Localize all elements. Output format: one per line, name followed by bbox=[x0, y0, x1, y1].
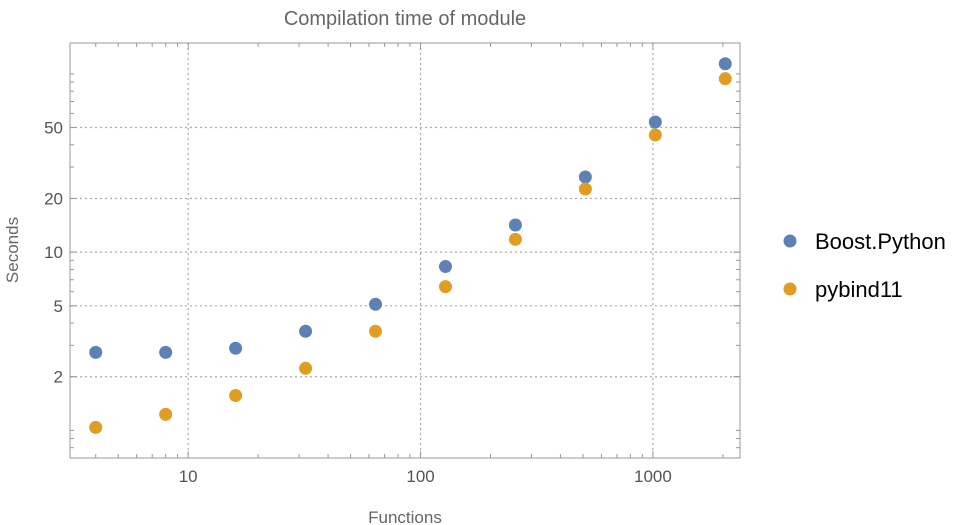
data-point-pybind11 bbox=[438, 280, 452, 294]
grid bbox=[70, 43, 740, 458]
data-point-pybind11 bbox=[578, 182, 592, 196]
data-point-pybind11 bbox=[159, 407, 173, 421]
data-point-boost-python bbox=[508, 218, 522, 232]
legend: Boost.Python pybind11 bbox=[783, 229, 946, 302]
data-point-boost-python bbox=[299, 324, 313, 338]
data-point-pybind11 bbox=[648, 128, 662, 142]
data-point-boost-python bbox=[229, 341, 243, 355]
y-tick-label: 20 bbox=[44, 189, 63, 208]
y-tick-label: 2 bbox=[54, 368, 63, 387]
points bbox=[89, 57, 732, 434]
legend-marker bbox=[783, 282, 797, 296]
data-point-boost-python bbox=[438, 260, 452, 274]
y-tick-label: 10 bbox=[44, 243, 63, 262]
legend-label: Boost.Python bbox=[815, 229, 946, 254]
data-point-boost-python bbox=[718, 57, 732, 71]
data-point-boost-python bbox=[159, 345, 173, 359]
y-tick-label: 5 bbox=[54, 297, 63, 316]
plot-frame bbox=[69, 42, 741, 459]
x-tick-label: 1000 bbox=[634, 467, 672, 486]
chart-title: Compilation time of module bbox=[284, 8, 526, 30]
data-point-pybind11 bbox=[229, 388, 243, 402]
data-point-pybind11 bbox=[89, 420, 103, 434]
data-point-pybind11 bbox=[718, 72, 732, 86]
data-point-boost-python bbox=[369, 297, 383, 311]
x-axis-label: Functions bbox=[368, 508, 442, 525]
legend-label: pybind11 bbox=[815, 277, 903, 302]
data-point-boost-python bbox=[648, 115, 662, 129]
legend-marker bbox=[783, 234, 797, 248]
data-point-pybind11 bbox=[369, 324, 383, 338]
x-tick-label: 100 bbox=[406, 467, 434, 486]
data-point-pybind11 bbox=[299, 361, 313, 375]
data-point-pybind11 bbox=[508, 232, 522, 246]
x-tick-label: 10 bbox=[179, 467, 198, 486]
y-tick-label: 50 bbox=[44, 119, 63, 138]
ticks: 10 100 1000 2 5 10 20 50 bbox=[44, 43, 740, 486]
data-point-boost-python bbox=[578, 170, 592, 184]
data-point-boost-python bbox=[89, 345, 103, 359]
y-axis-label: Seconds bbox=[3, 217, 22, 283]
